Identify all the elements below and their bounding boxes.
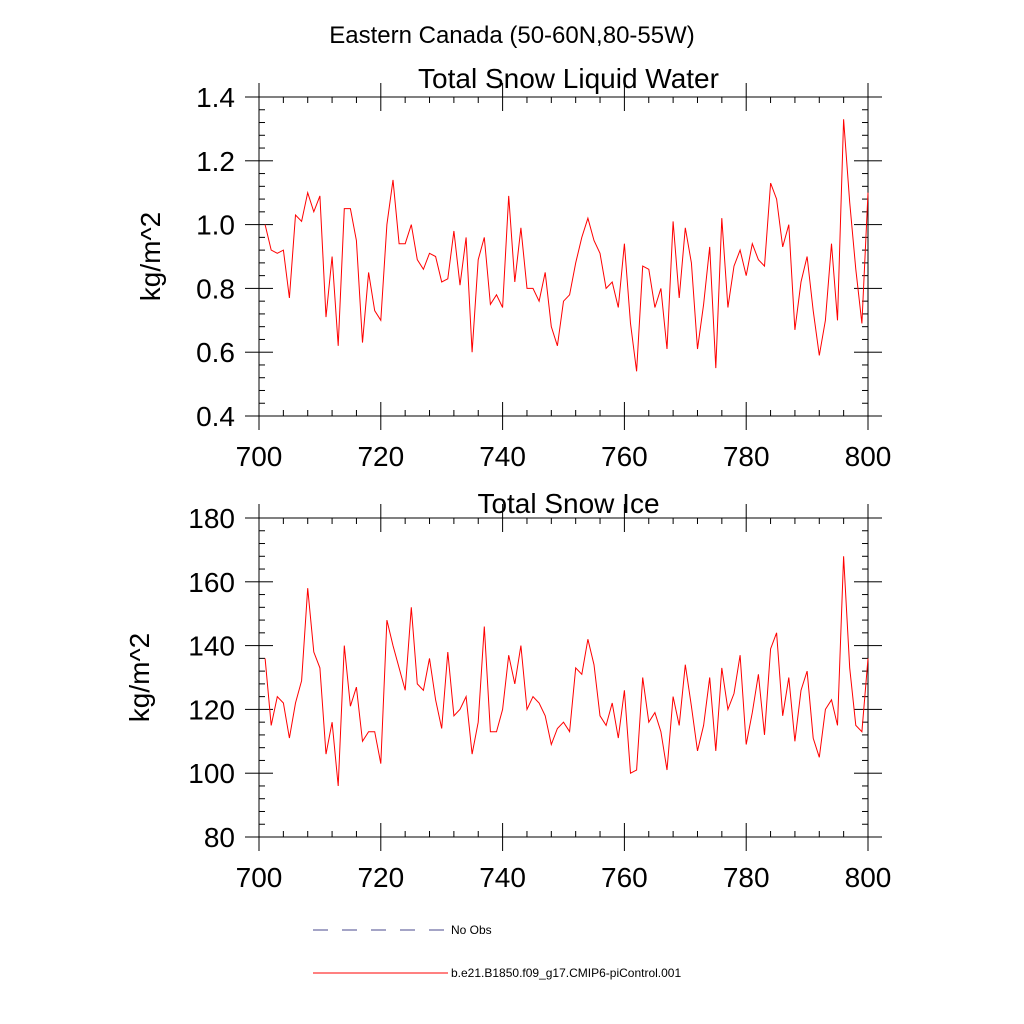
x-tick-label: 760 [601, 862, 648, 893]
x-tick-label: 780 [723, 441, 770, 472]
y-tick-label: 140 [188, 631, 235, 662]
y-tick-label: 120 [188, 694, 235, 725]
series-line [264, 119, 869, 372]
x-tick-label: 760 [601, 441, 648, 472]
plot-frame [258, 517, 869, 838]
x-tick-label: 800 [845, 862, 892, 893]
chart-panel-snow-liquid-water: Total Snow Liquid Water kg/m^2 700 720 740 76… [135, 63, 891, 472]
plot-frame [258, 96, 869, 417]
x-tick-label: 720 [357, 441, 404, 472]
figure-title: Eastern Canada (50-60N,80-55W) [329, 22, 695, 49]
y-axis-label: kg/m^2 [135, 212, 166, 301]
x-tick-label: 740 [479, 441, 526, 472]
x-tick-label: 780 [723, 862, 770, 893]
y-axis-label: kg/m^2 [124, 633, 155, 722]
x-tick-label: 720 [357, 862, 404, 893]
y-tick-label: 1.2 [196, 146, 235, 177]
legend-model-label: b.e21.B1850.f09_g17.CMIP6-piControl.001 [451, 966, 681, 980]
chart-title: Total Snow Ice [477, 488, 659, 519]
x-tick-label: 740 [479, 862, 526, 893]
legend: No Obs b.e21.B1850.f09_g17.CMIP6-piContr… [313, 923, 681, 980]
y-tick-label: 180 [188, 503, 235, 534]
y-tick-label: 100 [188, 758, 235, 789]
y-tick-label: 0.8 [196, 273, 235, 304]
y-tick-label: 160 [188, 567, 235, 598]
chart-title: Total Snow Liquid Water [418, 63, 719, 94]
x-tick-label: 800 [845, 441, 892, 472]
series-line [264, 556, 869, 787]
y-tick-label: 0.6 [196, 337, 235, 368]
y-tick-label: 0.4 [196, 401, 235, 432]
chart-panel-snow-ice: Total Snow Ice kg/m^2 700 720 740 760 780 800 80… [124, 488, 891, 893]
x-tick-label: 700 [236, 862, 283, 893]
y-tick-label: 1.4 [196, 82, 235, 113]
y-tick-label: 1.0 [196, 210, 235, 241]
y-tick-label: 80 [204, 822, 235, 853]
x-tick-label: 700 [236, 441, 283, 472]
legend-no-obs-label: No Obs [451, 923, 492, 937]
